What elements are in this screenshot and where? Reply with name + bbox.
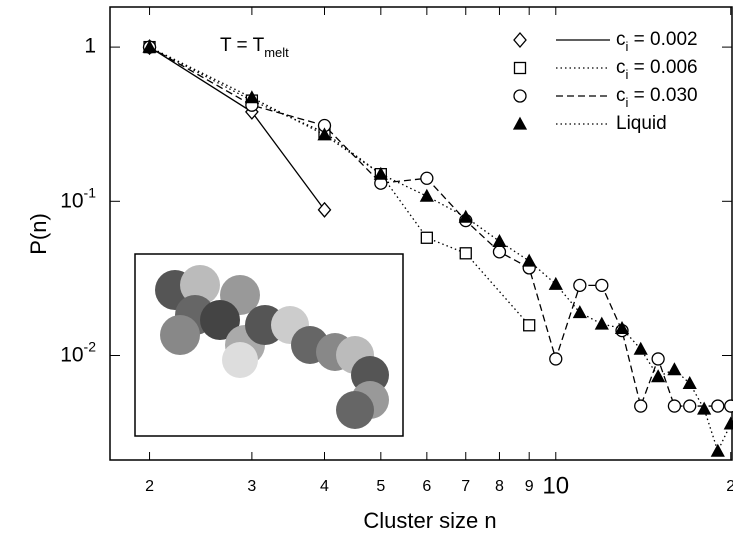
triangle-marker: [572, 305, 587, 319]
circle-marker: [683, 399, 697, 413]
diamond-marker: [317, 201, 332, 218]
x-axis-label: Cluster size n: [363, 508, 496, 533]
triangle-marker: [142, 39, 157, 53]
circle-marker: [549, 352, 563, 366]
x-tick-label: 5: [376, 478, 385, 495]
circle-marker: [492, 245, 507, 259]
square-marker: [513, 61, 527, 75]
circle-marker: [651, 352, 665, 366]
inset: [134, 253, 404, 437]
circle-marker: [595, 278, 609, 293]
triangle-marker: [492, 233, 507, 247]
x-tick-label: 4: [320, 478, 329, 495]
annotation: T = Tmelt: [220, 35, 289, 60]
triangle-marker: [244, 90, 259, 104]
triangle-marker: [651, 369, 666, 383]
circle-marker: [573, 278, 587, 293]
y-tick-label: 1: [84, 35, 96, 58]
triangle-marker: [723, 416, 733, 430]
triangle-marker: [419, 188, 434, 202]
x-tick-label: 8: [495, 478, 504, 495]
triangle-marker: [633, 341, 648, 355]
triangle-marker: [512, 116, 528, 130]
circle-marker: [420, 171, 434, 185]
legend-label: ci = 0.030: [616, 85, 698, 110]
x-tick-label: 2: [145, 478, 154, 495]
x-tick-label: 2: [726, 478, 733, 495]
legend-label: ci = 0.002: [616, 29, 698, 54]
x-tick-label: 6: [422, 478, 431, 495]
series-line: [149, 46, 326, 211]
triangle-marker: [458, 209, 473, 223]
square-marker: [420, 231, 433, 244]
x-tick-label: 7: [461, 478, 470, 495]
circle-marker: [667, 399, 682, 413]
plot-frame: [109, 6, 733, 461]
x-tick-label: 10: [542, 472, 569, 499]
triangle-marker: [710, 443, 725, 457]
triangle-marker: [522, 253, 537, 267]
triangle-marker: [594, 316, 609, 330]
triangle-marker: [373, 166, 388, 180]
triangle-marker: [697, 401, 712, 415]
circle-marker: [711, 399, 725, 413]
y-tick-label: 10-2: [60, 338, 96, 366]
x-tick-label: 9: [525, 478, 534, 495]
triangle-marker: [317, 127, 332, 141]
x-tick-label: 3: [247, 478, 256, 495]
circle-marker: [634, 399, 648, 413]
triangle-marker: [548, 276, 563, 290]
y-axis-label: P(n): [26, 213, 51, 255]
triangle-marker: [682, 375, 697, 389]
legend-label: ci = 0.006: [616, 57, 698, 82]
circle-marker: [724, 399, 733, 413]
square-marker: [523, 319, 536, 332]
y-tick-label: 10-1: [60, 184, 96, 212]
square-marker: [459, 247, 472, 260]
plot-area: [142, 39, 733, 457]
legend-label: Liquid: [616, 113, 667, 134]
diamond-marker: [513, 32, 527, 48]
triangle-marker: [667, 362, 682, 376]
triangle-marker: [614, 320, 630, 334]
circle-marker: [513, 89, 527, 103]
